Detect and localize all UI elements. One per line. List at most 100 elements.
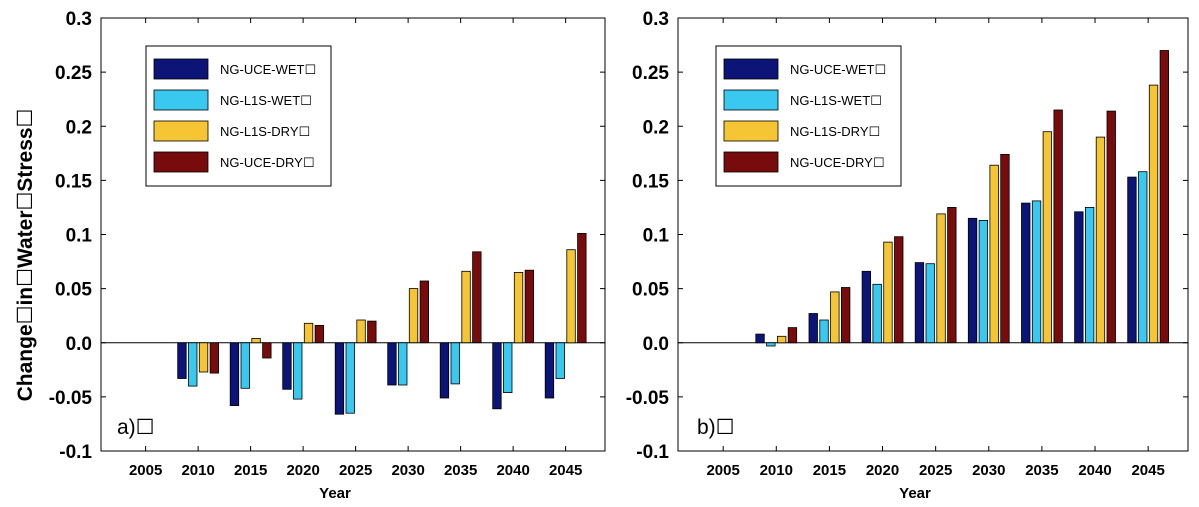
x-tick-label: 2010 bbox=[760, 462, 793, 479]
bar bbox=[398, 342, 408, 386]
x-tick-label: 2025 bbox=[339, 462, 372, 479]
y-tick-label: 0.05 bbox=[55, 280, 92, 301]
y-tick-label: -0.1 bbox=[636, 442, 669, 463]
bar bbox=[861, 270, 871, 344]
bar bbox=[503, 342, 513, 393]
x-tick-label: 2015 bbox=[813, 462, 846, 479]
legend-swatch bbox=[723, 89, 779, 111]
bar bbox=[461, 270, 471, 344]
legend-swatch bbox=[153, 120, 209, 142]
y-tick-label: 0.1 bbox=[643, 226, 670, 247]
x-tick-label: 2005 bbox=[706, 462, 739, 479]
bar bbox=[262, 342, 272, 359]
bar bbox=[894, 236, 904, 344]
bar bbox=[925, 263, 935, 344]
bar bbox=[439, 342, 450, 399]
legend-swatch bbox=[723, 58, 779, 80]
bar bbox=[293, 342, 303, 400]
legend-label: NG-UCE-DRY☐ bbox=[220, 155, 314, 170]
bar bbox=[566, 249, 576, 344]
bar bbox=[282, 342, 292, 390]
bar bbox=[989, 164, 999, 344]
y-tick-label: 0.15 bbox=[55, 171, 92, 192]
bar bbox=[472, 251, 482, 344]
bar bbox=[883, 241, 893, 344]
y-tick-label: 0.3 bbox=[66, 9, 92, 30]
y-tick-label: -0.05 bbox=[626, 388, 670, 409]
panel-label: a)☐ bbox=[117, 416, 155, 439]
y-tick-label: -0.1 bbox=[59, 442, 92, 463]
legend-label: NG-L1S-WET☐ bbox=[220, 93, 312, 108]
bar bbox=[229, 342, 240, 406]
bar bbox=[1138, 171, 1148, 344]
y-tick-label: 0.15 bbox=[632, 171, 669, 192]
bar bbox=[544, 342, 555, 399]
bar bbox=[1042, 131, 1052, 344]
bar bbox=[936, 213, 946, 344]
bar bbox=[766, 342, 776, 347]
panel-label: b)☐ bbox=[697, 416, 735, 439]
bar bbox=[1127, 176, 1137, 344]
legend-label: NG-L1S-DRY☐ bbox=[790, 124, 880, 139]
legend-swatch bbox=[723, 151, 779, 173]
x-axis-label: Year bbox=[899, 485, 931, 502]
bar bbox=[240, 342, 250, 389]
x-tick-label: 2025 bbox=[919, 462, 952, 479]
bar bbox=[450, 342, 460, 385]
x-tick-label: 2010 bbox=[181, 462, 214, 479]
bar bbox=[492, 342, 502, 410]
bar bbox=[819, 319, 829, 344]
x-tick-label: 2030 bbox=[391, 462, 424, 479]
bar bbox=[1148, 84, 1159, 344]
legend-label: NG-L1S-WET☐ bbox=[790, 93, 882, 108]
bar bbox=[513, 271, 524, 344]
bar bbox=[177, 342, 187, 379]
legend-swatch bbox=[153, 89, 209, 111]
bar bbox=[808, 313, 818, 344]
bar bbox=[314, 324, 325, 344]
x-tick-label: 2040 bbox=[1078, 462, 1111, 479]
bar bbox=[1021, 202, 1031, 344]
x-tick-label: 2045 bbox=[1131, 462, 1164, 479]
bar bbox=[787, 327, 798, 344]
bar bbox=[1085, 206, 1095, 344]
bar bbox=[345, 342, 355, 414]
bar bbox=[334, 342, 345, 415]
y-tick-label: 0.25 bbox=[55, 63, 92, 84]
x-tick-label: 2040 bbox=[496, 462, 529, 479]
y-axis-label: Change☐in☐Water☐Stress☐ bbox=[14, 109, 37, 402]
bar bbox=[524, 269, 534, 344]
legend-label: NG-UCE-DRY☐ bbox=[790, 155, 884, 170]
bar bbox=[872, 283, 882, 344]
y-tick-label: 0.2 bbox=[643, 117, 669, 138]
x-tick-label: 2030 bbox=[972, 462, 1005, 479]
bar bbox=[387, 342, 397, 386]
y-tick-label: -0.05 bbox=[49, 388, 93, 409]
y-tick-label: 0.0 bbox=[66, 334, 92, 355]
x-tick-label: 2045 bbox=[549, 462, 582, 479]
bar bbox=[198, 342, 209, 373]
bar bbox=[967, 217, 978, 344]
bar bbox=[777, 335, 787, 344]
x-tick-label: 2005 bbox=[129, 462, 162, 479]
bar bbox=[755, 333, 765, 344]
bar bbox=[419, 280, 430, 344]
bar bbox=[830, 291, 840, 344]
bar bbox=[251, 337, 261, 344]
legend-swatch bbox=[723, 120, 779, 142]
bar bbox=[1159, 50, 1169, 344]
bar bbox=[1095, 136, 1106, 344]
x-tick-label: 2020 bbox=[286, 462, 319, 479]
bar bbox=[1106, 110, 1116, 344]
y-tick-label: 0.05 bbox=[632, 280, 669, 301]
x-tick-label: 2020 bbox=[866, 462, 899, 479]
y-tick-label: 0.3 bbox=[643, 9, 669, 30]
bar bbox=[841, 287, 851, 344]
bar bbox=[577, 232, 587, 344]
x-axis-label: Year bbox=[319, 485, 351, 502]
bar bbox=[1031, 200, 1042, 344]
bar bbox=[947, 206, 957, 344]
y-tick-label: 0.1 bbox=[66, 226, 93, 247]
